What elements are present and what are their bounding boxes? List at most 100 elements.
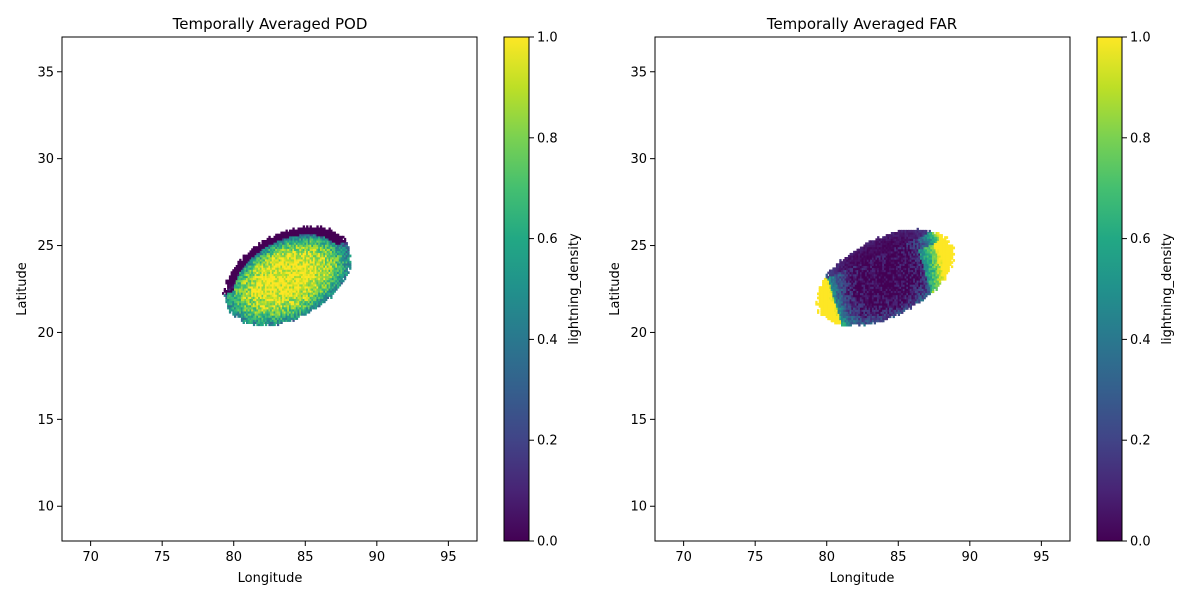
heatmap-cell — [326, 275, 330, 279]
heatmap-cell — [261, 310, 264, 314]
heatmap-cell — [330, 279, 333, 283]
y-tick-label: 35 — [37, 65, 54, 80]
heatmap-cell — [865, 309, 868, 312]
heatmap-cell — [249, 269, 252, 272]
heatmap-cell — [829, 273, 832, 277]
heatmap-cell — [885, 259, 889, 262]
heatmap-cell — [316, 269, 319, 272]
heatmap-cell — [928, 288, 931, 291]
heatmap-cell — [897, 261, 901, 264]
heatmap-cell — [266, 285, 269, 289]
heatmap-cell — [937, 254, 940, 258]
heatmap-cell — [301, 233, 304, 237]
heatmap-cell — [225, 281, 228, 285]
heatmap-cell — [258, 248, 261, 251]
heatmap-cell — [337, 279, 340, 283]
heatmap-cell — [902, 302, 906, 306]
heatmap-cell — [292, 229, 295, 233]
heatmap-cell — [249, 304, 252, 308]
heatmap-cell — [935, 280, 938, 283]
heatmap-cell — [856, 319, 859, 323]
heatmap-cell — [316, 304, 319, 308]
heatmap-cell — [885, 284, 889, 287]
heatmap-cell — [271, 267, 275, 270]
heatmap-cell — [935, 244, 938, 248]
heatmap-cell — [316, 244, 319, 247]
heatmap-cell — [271, 296, 275, 299]
heatmap-cell — [935, 263, 938, 266]
heatmap-cell — [859, 290, 863, 294]
heatmap-cell — [299, 300, 302, 304]
heatmap-cell — [263, 273, 266, 277]
heatmap-cell — [859, 307, 863, 310]
heatmap-cell — [854, 321, 858, 325]
heatmap-cell — [321, 227, 324, 231]
heatmap-cell — [242, 290, 245, 293]
heatmap-cell — [290, 292, 294, 295]
heatmap-cell — [295, 260, 299, 264]
heatmap-cell — [834, 280, 837, 283]
heatmap-cell — [940, 234, 943, 237]
heatmap-cell — [921, 234, 925, 237]
heatmap-cell — [863, 294, 866, 298]
heatmap-cell — [863, 257, 866, 260]
heatmap-cell — [877, 246, 880, 250]
heatmap-cell — [928, 265, 931, 269]
heatmap-cell — [319, 275, 323, 279]
colorbar-tick-label: 0.2 — [537, 434, 558, 449]
heatmap-cell — [319, 235, 323, 239]
heatmap-cell — [313, 229, 316, 233]
heatmap-cell — [877, 298, 880, 302]
heatmap-cell — [313, 302, 316, 306]
heatmap-cell — [292, 240, 295, 243]
heatmap-cell — [294, 271, 297, 274]
heatmap-cell — [940, 273, 943, 277]
heatmap-cell — [873, 315, 877, 319]
heatmap-cell — [923, 261, 926, 264]
heatmap-cell — [890, 252, 894, 256]
heatmap-cell — [264, 319, 268, 322]
heatmap-cell — [228, 310, 232, 314]
heatmap-cell — [283, 269, 287, 272]
heatmap-cell — [235, 308, 239, 312]
heatmap-cell — [307, 302, 311, 306]
heatmap-cell — [834, 286, 837, 289]
heatmap-cell — [892, 307, 895, 310]
heatmap-cell — [251, 250, 254, 254]
heatmap-cell — [343, 273, 347, 277]
heatmap-cell — [318, 254, 321, 258]
heatmap-cell — [847, 302, 851, 306]
heatmap-cell — [856, 254, 859, 258]
heatmap-cell — [258, 262, 261, 266]
heatmap-cell — [319, 246, 323, 249]
heatmap-cell — [261, 267, 264, 270]
heatmap-cell — [307, 256, 311, 260]
heatmap-cell — [275, 321, 278, 324]
heatmap-cell — [866, 265, 870, 269]
heatmap-cell — [932, 269, 935, 273]
heatmap-cell — [902, 257, 906, 260]
heatmap-cell — [933, 244, 937, 248]
heatmap-cell — [328, 260, 331, 264]
heatmap-cell — [307, 298, 311, 302]
heatmap-cell — [258, 279, 261, 283]
heatmap-cell — [921, 242, 925, 246]
heatmap-cell — [861, 321, 864, 325]
heatmap-cell — [911, 263, 914, 266]
heatmap-cell — [321, 265, 324, 268]
heatmap-cell — [913, 257, 916, 260]
heatmap-cell — [849, 282, 852, 285]
heatmap-cell — [846, 298, 849, 302]
heatmap-cell — [295, 258, 299, 262]
heatmap-cell — [942, 240, 945, 243]
heatmap-cell — [851, 282, 854, 285]
heatmap-cell — [321, 267, 324, 270]
heatmap-cell — [908, 234, 911, 237]
heatmap-cell — [343, 271, 347, 274]
heatmap-cell — [901, 267, 904, 271]
heatmap-cell — [313, 240, 316, 243]
heatmap-cell — [285, 277, 288, 281]
heatmap-cell — [829, 298, 832, 302]
heatmap-cell — [227, 294, 230, 297]
heatmap-cell — [306, 250, 309, 254]
